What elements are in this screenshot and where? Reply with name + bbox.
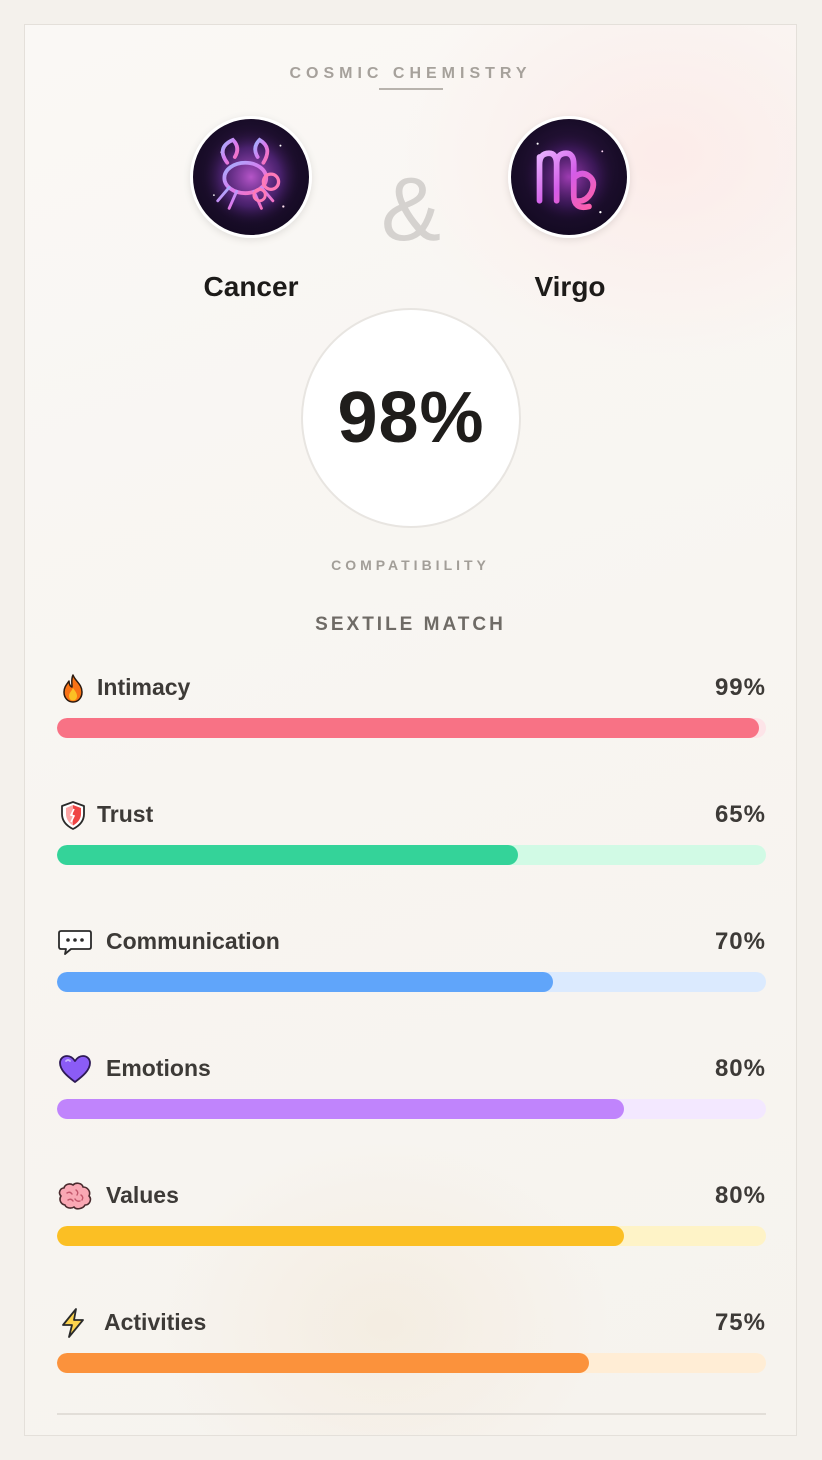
- metric-value: 65%: [714, 801, 766, 828]
- progress-fill: [57, 972, 554, 992]
- virgo-zodiac-icon: [521, 129, 617, 225]
- progress-fill: [57, 1099, 625, 1119]
- progress-fill: [57, 1353, 589, 1373]
- metric-label: Intimacy: [97, 674, 191, 700]
- compatibility-score-value: 98%: [337, 378, 485, 458]
- speech-bubble-icon: [57, 926, 93, 958]
- cancer-zodiac-icon: [201, 127, 301, 227]
- progress-fill: [57, 718, 759, 738]
- metric-label: Emotions: [106, 1055, 211, 1081]
- metric-value: 75%: [714, 1309, 766, 1336]
- progress-track: [57, 718, 766, 738]
- match-type-label: SEXTILE MATCH: [315, 614, 506, 635]
- metric-label: Values: [106, 1182, 179, 1208]
- metric-label: Activities: [104, 1309, 207, 1335]
- compatibility-card: COSMIC CHEMISTRY: [24, 24, 797, 1436]
- metric-value: 80%: [714, 1182, 766, 1209]
- metric-intimacy: Intimacy 99%: [57, 672, 766, 752]
- purple-heart-icon: [57, 1053, 93, 1085]
- metric-values: Values 80%: [57, 1180, 766, 1260]
- progress-fill: [57, 845, 518, 865]
- cancer-avatar: [190, 116, 312, 238]
- progress-fill: [57, 1226, 625, 1246]
- progress-track: [57, 845, 766, 865]
- metric-label: Communication: [106, 928, 280, 954]
- progress-track: [57, 1099, 766, 1119]
- ampersand-connector: &: [380, 160, 442, 260]
- footer-divider: [57, 1413, 766, 1415]
- progress-track: [57, 1353, 766, 1373]
- lightning-icon: [57, 1307, 89, 1339]
- metric-value: 70%: [714, 928, 766, 955]
- metric-label: Trust: [97, 801, 154, 827]
- virgo-sign-name: Virgo: [534, 271, 606, 302]
- metric-emotions: Emotions 80%: [57, 1053, 766, 1133]
- eyebrow-underline: [379, 88, 443, 90]
- cancer-sign-name: Cancer: [203, 271, 299, 302]
- section-eyebrow: COSMIC CHEMISTRY: [289, 65, 532, 82]
- metric-activities: Activities 75%: [57, 1307, 766, 1387]
- progress-track: [57, 972, 766, 992]
- metric-value: 99%: [714, 674, 766, 701]
- brain-icon: [57, 1180, 93, 1212]
- virgo-avatar: [508, 116, 630, 238]
- shield-icon: [57, 799, 89, 831]
- compatibility-score-circle: 98%: [301, 308, 521, 528]
- compatibility-label: COMPATIBILITY: [331, 557, 490, 573]
- fire-icon: [57, 672, 89, 704]
- metric-communication: Communication 70%: [57, 926, 766, 1006]
- progress-track: [57, 1226, 766, 1246]
- metric-trust: Trust 65%: [57, 799, 766, 879]
- metric-value: 80%: [714, 1055, 766, 1082]
